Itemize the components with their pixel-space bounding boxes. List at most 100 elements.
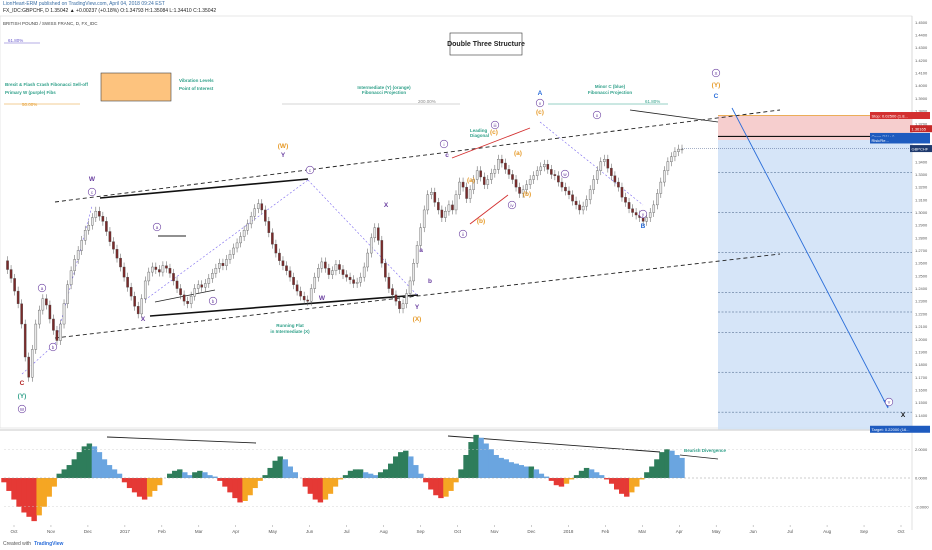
osc-bar-15 — [76, 452, 83, 478]
price-bar-37 — [133, 295, 136, 307]
x-tick-label-4: Feb — [158, 529, 166, 534]
osc-bar-92 — [463, 455, 469, 478]
annotation-7: Fibonacci Projection — [588, 90, 633, 95]
price-bar-8 — [30, 349, 34, 378]
price-bar-162 — [574, 200, 578, 206]
price-bar-92 — [327, 268, 331, 275]
osc-bar-10 — [51, 478, 57, 487]
price-bar-130 — [461, 181, 465, 188]
osc-bar-51 — [257, 478, 263, 481]
wave-label-2: a — [41, 286, 44, 291]
osc-bar-62 — [312, 478, 319, 500]
osc-bar-3 — [16, 478, 22, 507]
price-tag-bg-3 — [870, 136, 930, 144]
y-tick-label-24: 1.2100 — [915, 324, 928, 329]
wave-label-3: b — [52, 345, 55, 350]
price-bar-49 — [175, 280, 179, 289]
price-bar-35 — [126, 276, 129, 288]
price-bar-59 — [211, 273, 214, 279]
price-bar-153 — [543, 164, 546, 168]
osc-bar-6 — [31, 478, 37, 522]
wave-label-29: (c) — [536, 109, 544, 116]
y-tick-label-11: 1.3400 — [915, 159, 928, 164]
osc-bar-68 — [342, 475, 349, 478]
wave-label-10: (W) — [278, 143, 288, 150]
wave-circle-36 — [711, 68, 721, 78]
osc-bar-75 — [377, 472, 384, 478]
price-bar-173 — [613, 175, 617, 183]
osc-bar-134 — [674, 455, 680, 478]
price-bar-102 — [362, 266, 366, 278]
price-tag-4: GBPCHF — [912, 146, 929, 151]
wave-circle-32 — [560, 169, 570, 179]
apex-dash — [629, 109, 719, 123]
price-bar-119 — [422, 209, 426, 228]
tradingview-logo[interactable]: TradingView — [34, 541, 64, 547]
price-bar-166 — [588, 189, 592, 200]
price-bar-1 — [6, 260, 9, 270]
price-bar-141 — [500, 159, 504, 164]
osc-bar-126 — [634, 478, 640, 487]
osc-bar-46 — [232, 478, 238, 499]
wave-circle-23 — [507, 200, 517, 210]
osc-bar-13 — [66, 465, 72, 478]
price-bar-75 — [267, 221, 271, 233]
y-tick-label-0: 1.4500 — [915, 20, 928, 25]
price-bar-81 — [288, 270, 292, 278]
price-bar-14 — [52, 318, 55, 331]
price-bar-72 — [256, 203, 260, 209]
osc-bar-58 — [292, 472, 298, 478]
osc-bar-9 — [46, 478, 52, 497]
osc-bar-36 — [182, 472, 188, 478]
osc-bar-107 — [538, 473, 545, 478]
osc-bar-131 — [659, 452, 665, 478]
wave-circle-6 — [17, 404, 27, 414]
price-bar-9 — [34, 323, 38, 350]
osc-bar-50 — [252, 478, 258, 489]
price-bar-144 — [511, 174, 514, 180]
x-tick-label-12: Oct — [454, 529, 462, 534]
price-bar-93 — [331, 270, 334, 275]
wave-circle-9 — [208, 296, 218, 306]
footer: Created with TradingView — [3, 541, 63, 547]
price-bar-66 — [235, 242, 239, 249]
wave-label-4: C — [20, 380, 25, 387]
y-tick-label-6: 1.3900 — [915, 96, 928, 101]
osc-bar-89 — [448, 478, 454, 491]
price-bar-3 — [13, 278, 16, 292]
wave-label-0: W — [89, 176, 96, 183]
wave-circle-22 — [490, 120, 500, 130]
price-bar-2 — [9, 269, 13, 279]
fib-label-200: 200.00% — [418, 99, 436, 104]
x-tick-label-18: Apr — [676, 529, 684, 534]
price-bar-30 — [108, 231, 112, 242]
price-tag-bg-4 — [910, 145, 932, 153]
price-bar-114 — [405, 293, 408, 304]
annotation-4: Intermediate (Y) (orange) — [357, 85, 411, 90]
osc-bar-114 — [573, 475, 580, 478]
wave-label-23: iv — [510, 203, 514, 208]
price-bar-85 — [302, 295, 306, 301]
wave-label-30: (a) — [514, 150, 522, 157]
price-bar-15 — [55, 330, 59, 341]
x-tick-label-16: Feb — [601, 529, 609, 534]
wave-label-12: c — [309, 168, 312, 173]
wave-circle-20 — [439, 139, 449, 149]
x-tick-label-24: Oct — [897, 529, 905, 534]
osc-bar-35 — [177, 469, 183, 478]
price-bar-179 — [634, 212, 638, 216]
osc-bar-130 — [654, 459, 660, 478]
price-bar-26 — [94, 211, 98, 218]
price-bar-176 — [624, 197, 627, 203]
y-tick-label-15: 1.3000 — [915, 210, 928, 215]
price-bar-183 — [648, 212, 652, 218]
osc-bar-133 — [669, 450, 675, 478]
price-bar-78 — [278, 252, 281, 261]
osc-bar-52 — [262, 475, 268, 478]
osc-bar-24 — [121, 478, 128, 483]
symbol-ohlc-line: FX_IDC:GBPCHF, D 1.35042 ▲ +0.00237 (+0.… — [3, 8, 217, 14]
lower-channel-line — [54, 253, 781, 339]
price-bar-96 — [341, 269, 345, 275]
osc-bar-72 — [362, 472, 369, 478]
